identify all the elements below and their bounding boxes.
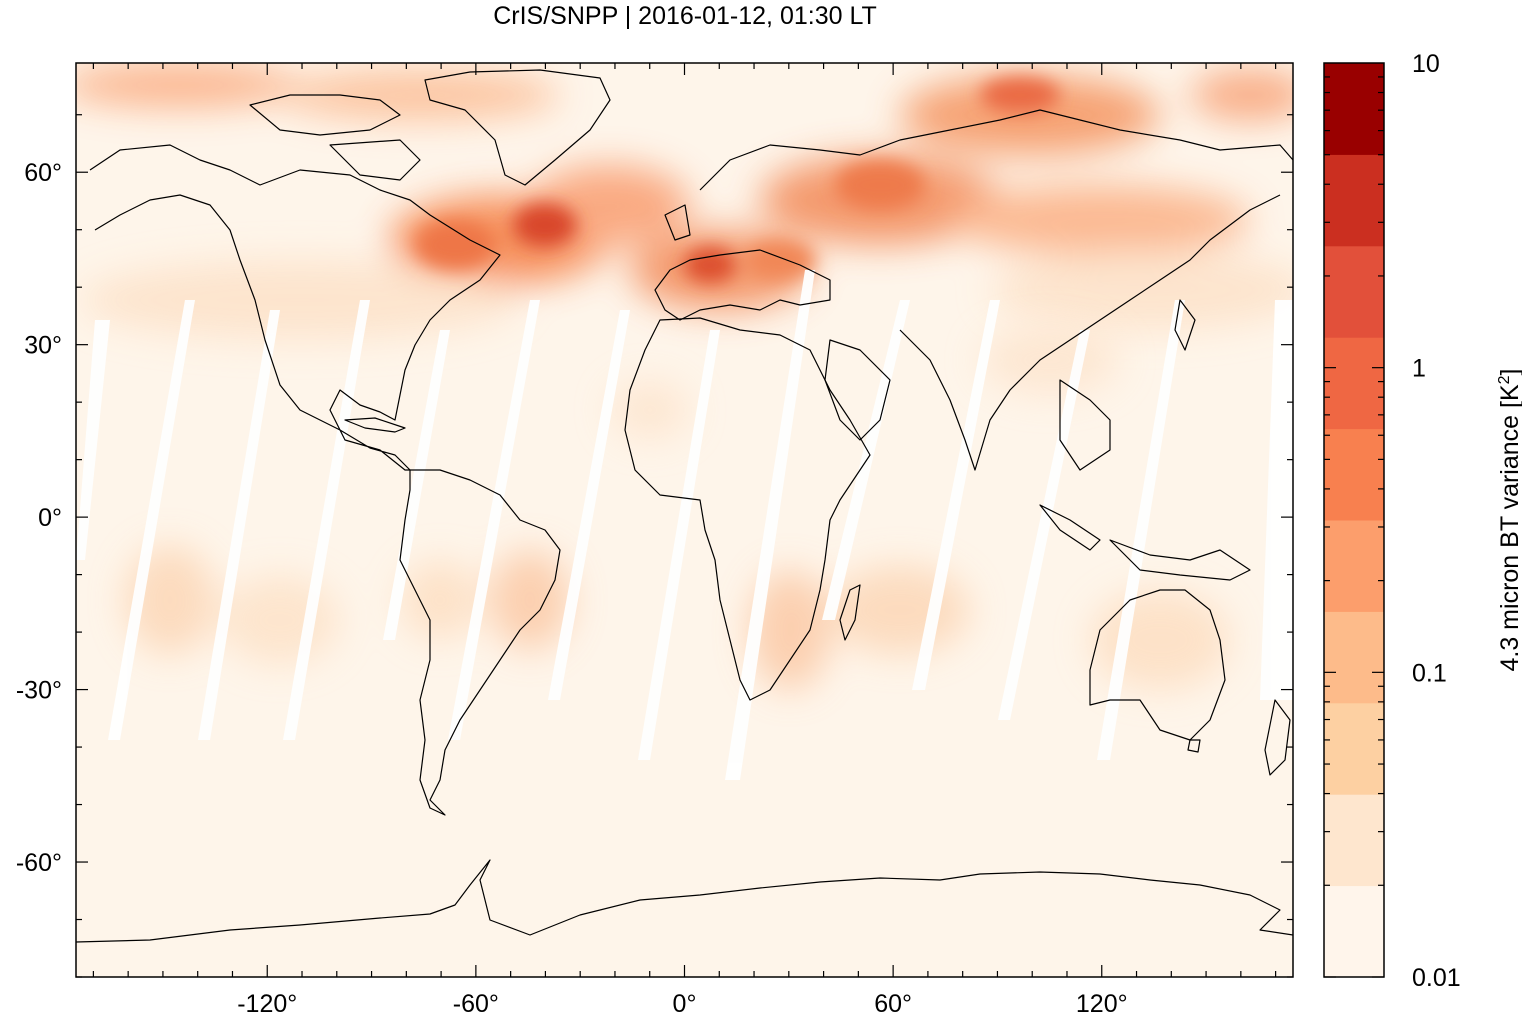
colorbar: 10 1 0.1 0.01 4.3 micron BT variance [K2] (1323, 50, 1522, 992)
colorbar-swatch (1324, 63, 1384, 155)
map-ticks: -120° -60° 0° 60° 120° 60° 30° 0° -30° -60° (16, 63, 1293, 1018)
x-tick-label: -60° (453, 990, 499, 1018)
x-tick-label: 120° (1076, 990, 1128, 1018)
colorbar-swatches (1324, 63, 1384, 978)
colorbar-swatch (1324, 245, 1384, 338)
colorbar-ticks: 10 1 0.1 0.01 (1324, 50, 1461, 992)
map-title: CrIS/SNPP | 2016-01-12, 01:30 LT (493, 2, 877, 30)
y-tick-label: 0° (38, 504, 62, 532)
x-tick-label: 0° (673, 990, 697, 1018)
map-plot-area (76, 63, 1293, 977)
y-tick-label: -60° (16, 849, 62, 877)
colorbar-label-text: 4.3 micron BT variance [K (1496, 384, 1522, 671)
x-tick-label: -120° (237, 990, 297, 1018)
variance-field (76, 63, 1293, 780)
colorbar-tick-label: 0.01 (1412, 964, 1461, 992)
colorbar-swatch (1324, 702, 1384, 795)
y-tick-label: 60° (24, 159, 62, 187)
x-tick-label: 60° (874, 990, 912, 1018)
colorbar-swatch (1324, 794, 1384, 887)
colorbar-swatch (1324, 885, 1384, 978)
y-tick-label: -30° (16, 677, 62, 705)
colorbar-swatch (1324, 428, 1384, 521)
colorbar-tick-label: 10 (1412, 50, 1440, 78)
colorbar-tick-label: 1 (1412, 355, 1426, 383)
colorbar-frame (1323, 62, 1385, 978)
colorbar-swatch (1324, 154, 1384, 247)
colorbar-swatch (1324, 611, 1384, 704)
colorbar-label-superscript: 2 (1496, 375, 1513, 384)
colorbar-swatch (1324, 337, 1384, 430)
colorbar-label-close: ] (1496, 368, 1522, 375)
colorbar-label: 4.3 micron BT variance [K2] (1496, 368, 1522, 671)
colorbar-tick-label: 0.1 (1412, 659, 1447, 687)
coastlines (76, 69, 1293, 943)
y-tick-label: 30° (24, 332, 62, 360)
colorbar-swatch (1324, 520, 1384, 612)
